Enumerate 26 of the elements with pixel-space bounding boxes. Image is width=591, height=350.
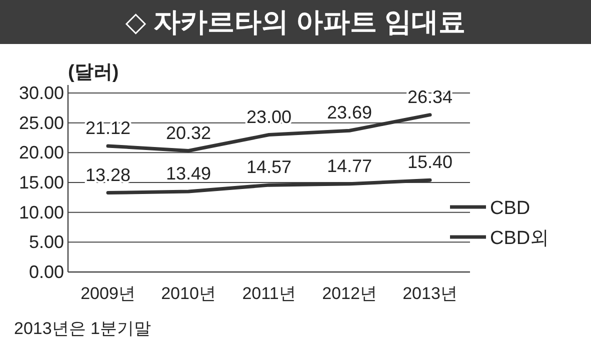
y-tick-label: 30.00 bbox=[18, 83, 64, 103]
data-label: 23.00 bbox=[246, 106, 292, 127]
data-label: 15.40 bbox=[407, 152, 453, 172]
y-tick-label: 20.00 bbox=[18, 142, 64, 163]
text: 2013년은 1분기말 bbox=[14, 319, 151, 338]
legend-label: CBD bbox=[490, 198, 530, 219]
x-tick-label: 2011년 bbox=[242, 284, 296, 303]
data-label: 14.77 bbox=[326, 156, 372, 176]
data-label: 21.12 bbox=[85, 118, 131, 138]
y-tick-label: 0.00 bbox=[28, 262, 64, 282]
data-label: 23.69 bbox=[326, 102, 372, 123]
y-tick-label: 15.00 bbox=[18, 172, 64, 192]
data-label: 20.32 bbox=[166, 122, 212, 143]
x-tick-label: 2009년 bbox=[80, 284, 136, 303]
y-tick-label: 5.00 bbox=[28, 232, 64, 252]
y-tick-label: 10.00 bbox=[18, 202, 64, 222]
data-label: 13.28 bbox=[85, 164, 131, 185]
x-tick-label: 2010년 bbox=[161, 284, 216, 303]
data-label: 14.57 bbox=[246, 157, 292, 178]
legend-label: CBD외 bbox=[490, 228, 550, 249]
x-tick-label: 2013년 bbox=[402, 284, 458, 303]
y-axis-title: (달러) bbox=[68, 62, 119, 83]
x-tick-label: 2012년 bbox=[322, 284, 377, 303]
y-tick-label: 25.00 bbox=[18, 112, 64, 133]
data-label: 13.49 bbox=[166, 164, 212, 184]
chart-title: ◇ 자카르타의 아파트 임대료 bbox=[125, 7, 466, 37]
